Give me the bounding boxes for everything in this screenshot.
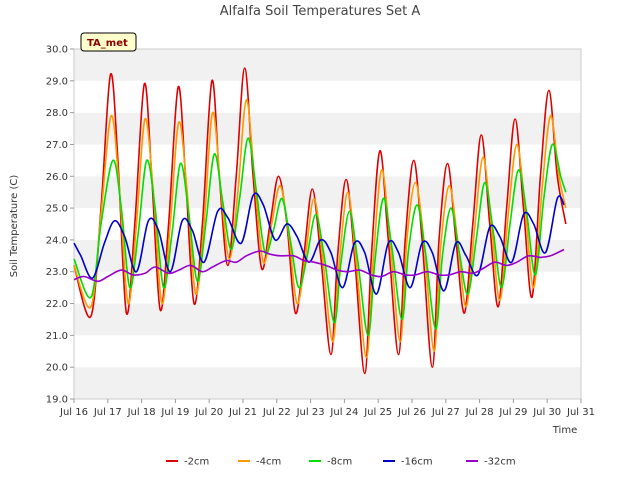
x-tick-label: Jul 26 bbox=[397, 407, 426, 418]
plot-frame bbox=[73, 48, 582, 400]
series-lines bbox=[73, 67, 567, 375]
x-tick-label: Jul 31 bbox=[566, 407, 595, 418]
ta-met-badge: TA_met bbox=[80, 32, 137, 52]
y-tick-label: 25.0 bbox=[46, 204, 68, 215]
chart-title: Alfalfa Soil Temperatures Set A bbox=[220, 4, 421, 19]
legend-label: -4cm bbox=[256, 457, 281, 468]
x-tick-label: Jul 21 bbox=[228, 407, 257, 418]
x-tick-label: Jul 18 bbox=[127, 407, 156, 418]
y-tick-label: 27.0 bbox=[46, 140, 68, 151]
y-tick-label: 28.0 bbox=[46, 108, 68, 119]
x-tick-label: Jul 20 bbox=[194, 407, 223, 418]
grid-band bbox=[74, 112, 581, 145]
y-tick-label: 26.0 bbox=[46, 172, 68, 183]
y-axis-title: Soil Temperature (C) bbox=[9, 175, 20, 278]
x-axis-title: Time bbox=[552, 425, 577, 436]
badge-label: TA_met bbox=[87, 38, 128, 49]
y-tick-label: 29.0 bbox=[46, 76, 68, 87]
series-line-32cmcm bbox=[73, 248, 565, 283]
y-tick-label: 21.0 bbox=[46, 331, 68, 342]
grid-band bbox=[74, 335, 581, 368]
y-tick-label: 19.0 bbox=[46, 395, 68, 406]
x-tick-label: Jul 17 bbox=[93, 407, 122, 418]
legend-label: -8cm bbox=[327, 457, 352, 468]
x-tick-label: Jul 25 bbox=[363, 407, 392, 418]
y-tick-label: 30.0 bbox=[46, 45, 68, 56]
y-tick-label: 22.0 bbox=[46, 299, 68, 310]
y-tick-label: 23.0 bbox=[46, 267, 68, 278]
grid-band bbox=[74, 49, 581, 81]
x-tick-label: Jul 27 bbox=[431, 407, 460, 418]
x-tick-label: Jul 19 bbox=[160, 407, 189, 418]
x-tick-label: Jul 16 bbox=[59, 407, 88, 418]
legend: -2cm -4cm -8cm -16cm -32cm bbox=[166, 457, 516, 468]
grid-band bbox=[74, 176, 581, 209]
y-tick-label: 20.0 bbox=[46, 363, 68, 374]
series-line-4cmcm bbox=[73, 99, 567, 359]
x-tick-label: Jul 23 bbox=[296, 407, 325, 418]
series-line-8cmcm bbox=[73, 137, 567, 337]
legend-label: -32cm bbox=[484, 457, 516, 468]
grid-band bbox=[74, 144, 581, 177]
series-line-16cmcm bbox=[73, 192, 565, 295]
y-tick-label: 24.0 bbox=[46, 235, 68, 246]
x-tick-label: Jul 28 bbox=[465, 407, 494, 418]
x-tick-label: Jul 30 bbox=[532, 407, 561, 418]
grid-band bbox=[74, 367, 581, 399]
x-tick-label: Jul 24 bbox=[329, 407, 358, 418]
legend-label: -2cm bbox=[184, 457, 209, 468]
series-line-2cmcm bbox=[73, 67, 567, 375]
x-tick-label: Jul 29 bbox=[498, 407, 527, 418]
x-tick-label: Jul 22 bbox=[262, 407, 291, 418]
grid-band bbox=[74, 80, 581, 113]
x-axis: Jul 16 Jul 17 Jul 18 Jul 19 Jul 20 Jul 21 Jul … bbox=[59, 399, 595, 418]
legend-label: -16cm bbox=[401, 457, 433, 468]
y-axis: 19.0 20.0 21.0 22.0 23.0 24.0 25.0 26.0 27.0 28.0… bbox=[46, 45, 74, 406]
